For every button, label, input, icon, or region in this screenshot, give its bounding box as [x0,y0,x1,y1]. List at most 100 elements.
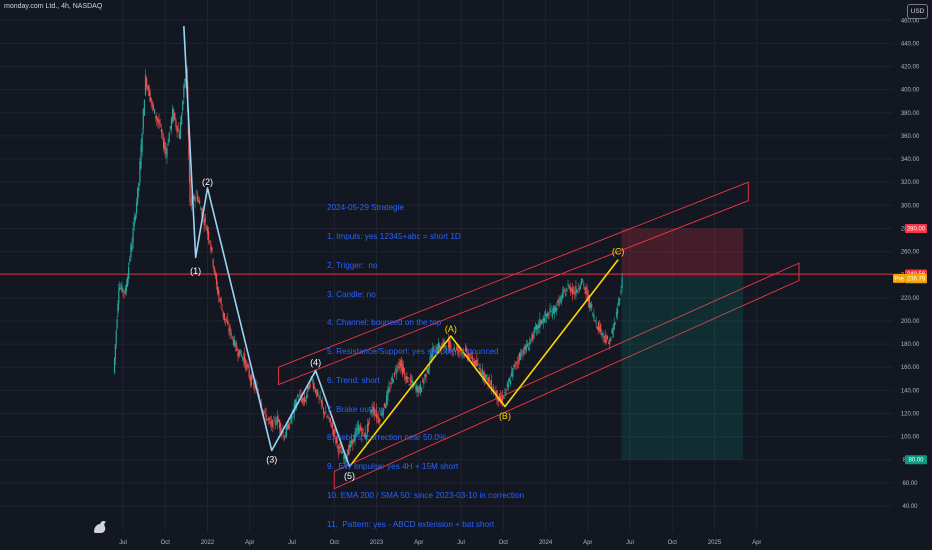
candle-body [397,365,399,369]
price-tick-label: 180.00 [901,342,920,348]
candle-body [269,422,272,424]
candle-body [250,374,253,386]
candle-body [124,288,126,294]
candle-body [431,353,433,362]
candle-body [542,317,544,323]
impulse-wave-label: (2) [202,177,213,187]
candle-body [615,312,618,317]
candle-body [418,386,420,392]
candle-body [579,285,582,289]
candle-body [377,416,379,418]
candle-body [200,209,202,211]
candle-body [322,407,325,414]
strategy-note: 2024-05-29 Strategie 1. Impuls: yes 1234… [327,184,524,539]
candle-body [369,417,371,419]
candle-body [582,279,584,281]
candle-body [284,435,286,438]
candle-body [611,329,613,333]
candle-body [229,326,231,334]
candle-body [294,399,296,407]
candle-body [201,208,203,217]
candle-body [232,339,235,345]
candle-body [573,290,575,292]
candle-body [513,364,515,368]
candle-body [577,288,579,290]
candle-body [114,344,116,360]
candle-body [540,320,542,324]
candle-body [362,428,364,431]
candle-body [454,350,456,352]
candle-body [409,377,411,382]
candle-body [299,394,301,396]
candle-body [130,245,132,258]
price-tick-label: 260.00 [901,250,920,256]
candle-body [194,197,196,202]
candle-body [215,274,218,285]
price-axis[interactable]: 40.0060.0080.00100.00120.00140.00160.001… [901,18,920,510]
strategy-line: 4. Channel: bounced on the top [327,318,442,328]
candle-body [135,202,138,214]
candle-body [541,320,543,325]
candle-body [346,453,348,460]
short-position-box[interactable] [0,228,893,460]
candle-body [126,277,129,287]
candle-body [150,97,152,103]
candle-body [254,383,256,389]
candle-body [373,407,375,416]
time-tick-label: 2024 [539,540,553,546]
candle-body [470,352,472,355]
candle-body [175,120,177,127]
currency-button[interactable]: USD [907,4,928,19]
candle-body [221,309,223,311]
candle-body [354,432,356,441]
price-tick-label: 400.00 [901,88,920,94]
candle-body [386,394,388,405]
candle-body [586,290,588,294]
candle-body [285,426,287,437]
price-tick-label: 160.00 [901,365,920,371]
candle-body [217,286,219,294]
candle-body [548,316,550,319]
candle-body [477,363,479,365]
candle-body [449,341,451,352]
candle-body [528,348,530,351]
candle-body [337,445,339,453]
candle-body [619,298,621,300]
candle-body [437,342,440,351]
candle-body [191,197,193,205]
candle-body [220,298,222,304]
candle-body [503,397,505,399]
candle-body [265,414,267,421]
candle-body [468,353,470,360]
candle-body [405,375,407,380]
candle-body [526,344,529,347]
candle-body [115,330,117,344]
candle-body [237,353,239,356]
candle-body [349,441,352,448]
candle-body [617,308,619,314]
candle-body [562,290,565,292]
candle-body [161,133,164,135]
strategy-line: 5. Resistance/Support: yes support its b… [327,347,499,357]
candle-body [455,347,458,350]
candle-body [400,359,402,367]
candle-body [383,403,385,407]
candle-body [218,290,220,297]
candle-body [117,303,119,314]
time-axis[interactable]: Jul Oct 2022 Apr Jul Oct 2023 Apr Jul Oct 2024 Apr J… [119,540,761,546]
candle-body [272,419,274,428]
candle-body [517,360,520,362]
candle-body [157,118,159,123]
candle-body [253,382,255,385]
candle-body [558,299,560,306]
candle-body [413,384,415,388]
candle-body [571,287,574,295]
candle-body [463,354,465,356]
candle-body [223,313,225,320]
candle-body [580,278,583,285]
candle-body [166,147,168,158]
candle-body [419,384,422,394]
candle-body [424,374,426,378]
candle-body [347,448,349,455]
